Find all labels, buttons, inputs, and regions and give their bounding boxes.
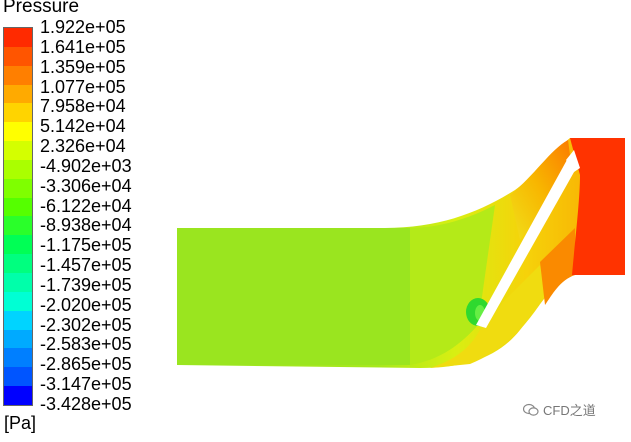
color-band [4, 272, 32, 292]
blade-slit [476, 158, 578, 328]
color-band [4, 28, 32, 47]
upper-blade-side [510, 140, 572, 240]
watermark: CFD之道 [523, 400, 596, 419]
scale-label: -4.902e+03 [40, 155, 132, 176]
wechat-icon [523, 403, 539, 416]
color-band [4, 178, 32, 198]
scale-label: -2.583e+05 [40, 334, 132, 355]
scale-label: -2.302e+05 [40, 314, 132, 335]
color-band [4, 159, 32, 179]
scale-label: -1.457e+05 [40, 255, 132, 276]
color-band [4, 197, 32, 217]
color-band [4, 254, 32, 273]
scale-label: -3.428e+05 [40, 394, 132, 414]
scale-label: 1.359e+05 [40, 56, 126, 77]
color-band [4, 122, 32, 142]
color-band [4, 310, 32, 330]
scale-label: -3.306e+04 [40, 175, 132, 196]
color-band [4, 329, 32, 349]
scale-label: 5.142e+04 [40, 116, 126, 137]
outlet-lower-band [540, 228, 575, 305]
scale-label: -3.147e+05 [40, 374, 132, 395]
watermark-text: CFD之道 [543, 403, 596, 418]
scale-label: 1.077e+05 [40, 76, 126, 97]
inlet-region [177, 228, 410, 365]
color-band [4, 84, 32, 104]
scale-label: -2.865e+05 [40, 354, 132, 375]
blade-slit-upper [566, 150, 580, 172]
legend-title: Pressure [3, 0, 80, 17]
outlet-region [570, 138, 625, 275]
color-band [4, 235, 32, 255]
scale-label: 2.326e+04 [40, 136, 126, 157]
scale-label: 7.958e+04 [40, 96, 126, 117]
color-band [4, 65, 32, 85]
legend-unit: [Pa] [4, 413, 37, 433]
color-scale-bar [3, 27, 33, 406]
scale-label: -1.739e+05 [40, 274, 132, 295]
lower-bend-band [430, 265, 548, 368]
color-band [4, 46, 32, 66]
color-band [4, 291, 32, 311]
color-band [4, 386, 32, 405]
color-band [4, 348, 32, 368]
scale-label: 1.922e+05 [40, 17, 126, 37]
color-band [4, 367, 32, 387]
color-band [4, 103, 32, 123]
scale-label: -8.938e+04 [40, 215, 132, 236]
color-band [4, 141, 32, 160]
scale-label: -6.122e+04 [40, 195, 132, 216]
scale-label: -1.175e+05 [40, 235, 132, 256]
color-scale-labels: 1.922e+05 1.641e+05 1.359e+05 1.077e+05 7.95… [40, 18, 180, 413]
scale-label: -2.020e+05 [40, 294, 132, 315]
scale-label: 1.641e+05 [40, 36, 126, 57]
color-band [4, 216, 32, 236]
